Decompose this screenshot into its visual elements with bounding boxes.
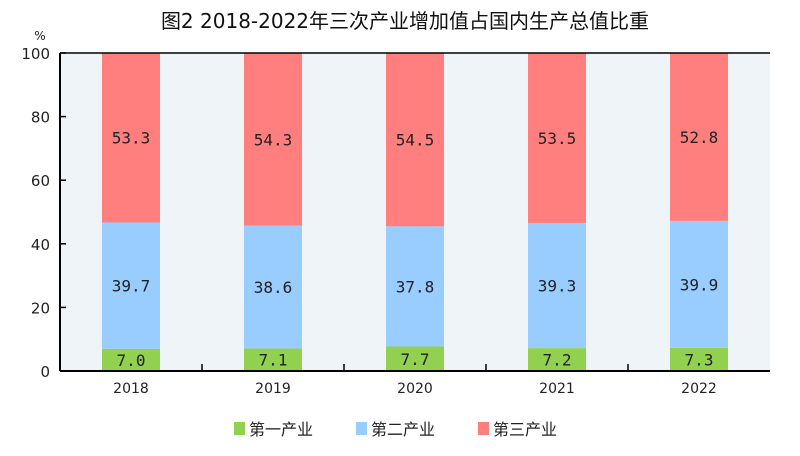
- y-tick-label: 0: [40, 363, 50, 381]
- bar-segment-1-2019: [244, 348, 302, 371]
- bar-segment-3-2018: [102, 53, 160, 223]
- y-tick-label: 80: [31, 109, 50, 127]
- y-tick-label: 60: [31, 172, 50, 190]
- legend-label: 第三产业: [493, 420, 557, 439]
- bar-segment-2-2022: [670, 220, 728, 348]
- bar-segment-3-2021: [528, 53, 586, 224]
- x-tick-label: 2019: [255, 381, 291, 397]
- y-tick-label: 20: [31, 299, 50, 317]
- legend-label: 第一产业: [249, 420, 313, 439]
- data-label: 53.5: [538, 129, 577, 148]
- x-tick-label: 2021: [539, 381, 575, 397]
- data-label: 7.3: [685, 350, 714, 369]
- legend-swatch: [356, 422, 367, 435]
- bar-segment-2-2019: [244, 225, 302, 349]
- bar-segment-1-2018: [102, 348, 160, 371]
- bar-segment-1-2021: [528, 348, 586, 371]
- data-label: 54.5: [396, 131, 435, 150]
- bar-segment-3-2019: [244, 53, 302, 226]
- y-tick-label: 100: [21, 45, 50, 63]
- legend: 第一产业 第二产业 第三产业: [234, 420, 557, 439]
- data-label: 7.1: [259, 351, 288, 370]
- x-tick-label: 2022: [681, 381, 717, 397]
- data-label: 39.3: [538, 277, 577, 296]
- legend-label: 第二产业: [371, 420, 435, 439]
- data-label: 7.0: [117, 351, 146, 370]
- chart-title: 图2 2018-2022年三次产业增加值占国内生产总值比重: [161, 9, 649, 33]
- data-label: 52.8: [680, 128, 719, 147]
- bar-segment-3-2020: [386, 53, 444, 227]
- data-label: 53.3: [112, 129, 151, 148]
- data-label: 39.7: [112, 277, 151, 296]
- legend-swatch: [234, 422, 245, 435]
- bar-segment-1-2020: [386, 346, 444, 371]
- bar-segment-1-2022: [670, 347, 728, 371]
- data-label: 39.9: [680, 275, 719, 294]
- data-label: 37.8: [396, 277, 435, 296]
- bar-segment-2-2021: [528, 223, 586, 349]
- bar-segment-2-2018: [102, 222, 160, 349]
- data-label: 54.3: [254, 130, 293, 149]
- legend-swatch: [478, 422, 489, 435]
- bar-segment-2-2020: [386, 226, 444, 347]
- x-tick-label: 2018: [113, 381, 149, 397]
- data-label: 7.2: [543, 351, 572, 370]
- y-axis-unit: %: [34, 29, 45, 43]
- data-label: 7.7: [401, 350, 430, 369]
- data-label: 38.6: [254, 278, 293, 297]
- x-tick-label: 2020: [397, 381, 433, 397]
- bar-segment-3-2022: [670, 53, 728, 221]
- y-tick-label: 40: [31, 236, 50, 254]
